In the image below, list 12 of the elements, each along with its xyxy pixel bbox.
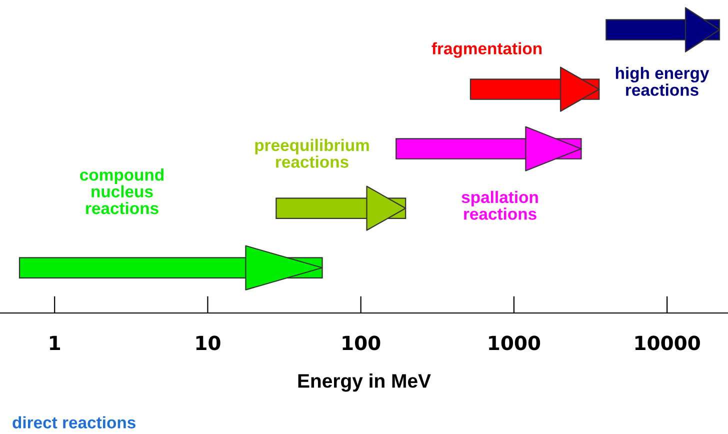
annotation: compound nucleus reactions [80,168,164,214]
x-tick-label: 10 [196,336,220,350]
x-axis-title: Energy in MeV [298,373,431,392]
annotation: preequilibrium reactions [255,138,369,168]
annotation: high energy reactions [616,66,710,96]
annotation: spallation reactions [462,190,538,220]
annotation: fragmentation [432,42,542,58]
x-tick-label: 100 [342,336,380,350]
text: direct reactions [12,416,136,428]
x-tick-label: 1000 [489,336,540,350]
x-tick-label: 10000 [635,336,700,350]
x-tick-label: 1 [50,336,60,350]
